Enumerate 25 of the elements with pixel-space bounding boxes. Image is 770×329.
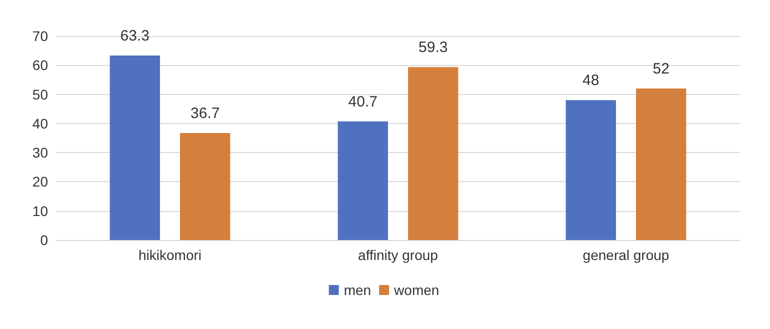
legend-label: men (344, 282, 372, 298)
y-tick-label: 30 (32, 144, 48, 161)
bar (338, 121, 388, 240)
bar (408, 67, 458, 240)
y-tick-label: 60 (32, 57, 48, 74)
y-tick-label: 50 (32, 86, 48, 102)
data-label: 52 (652, 60, 670, 78)
bar (110, 56, 160, 240)
bar (566, 100, 616, 240)
x-tick-label: general group (582, 247, 670, 263)
y-tick-label: 0 (40, 232, 48, 248)
y-tick-label: 70 (32, 28, 48, 44)
bar (180, 133, 230, 240)
data-label: 48 (582, 72, 600, 90)
y-tick-label: 40 (32, 115, 48, 132)
y-tick-label: 20 (32, 174, 48, 190)
data-label: 40.7 (348, 93, 378, 110)
data-label: 59.3 (418, 39, 448, 56)
y-tick-label: 10 (32, 202, 48, 219)
x-tick-label: affinity group (358, 247, 438, 263)
data-label: 36.7 (190, 105, 220, 122)
legend-label: women (393, 282, 440, 298)
x-tick-label: hikikomori (138, 247, 202, 263)
bar (636, 88, 686, 240)
data-label: 63.3 (120, 28, 150, 45)
